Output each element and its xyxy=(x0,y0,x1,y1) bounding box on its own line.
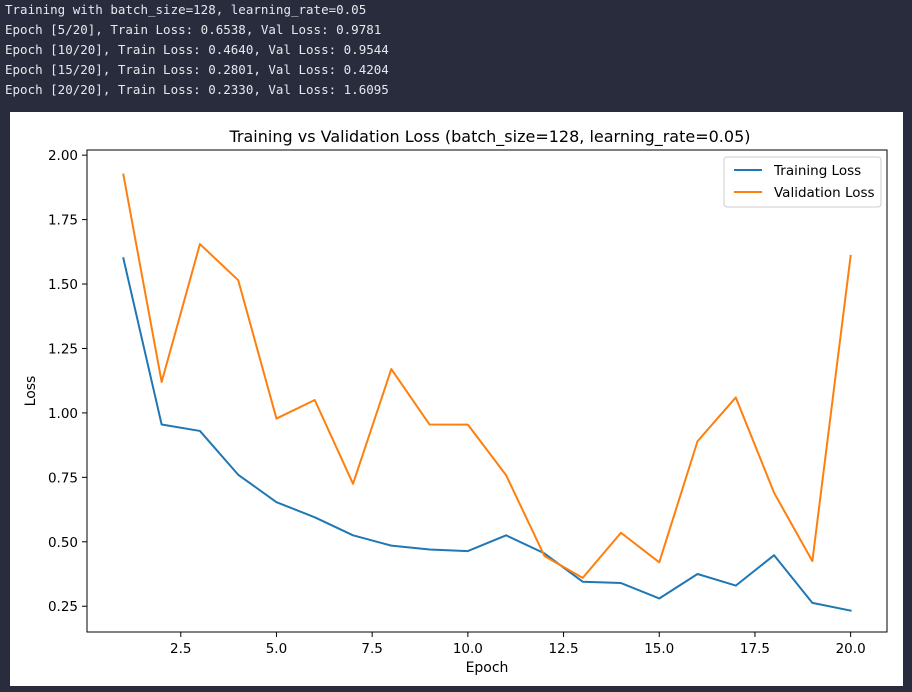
series-line-training-loss xyxy=(122,257,852,612)
x-tick-label: 17.5 xyxy=(740,641,770,657)
y-tick-label: 2.00 xyxy=(48,148,78,164)
legend-label: Training Loss xyxy=(773,163,861,179)
x-tick-label: 7.5 xyxy=(361,641,382,657)
axis-layer: 2.5 5.0 7.5 10.0 12.5 15.0 17.5 20.0 0.25 0.50 0.7… xyxy=(48,148,866,657)
console-line: Epoch [20/20], Train Loss: 0.2330, Val L… xyxy=(5,82,389,97)
x-tick-label: 15.0 xyxy=(644,641,674,657)
console-line: Epoch [10/20], Train Loss: 0.4640, Val L… xyxy=(5,42,389,57)
plot-layer xyxy=(122,173,852,612)
y-tick-label: 1.25 xyxy=(48,341,78,357)
y-tick-label: 0.50 xyxy=(48,535,78,551)
legend-label: Validation Loss xyxy=(774,185,875,201)
console-line: Training with batch_size=128, learning_r… xyxy=(5,2,367,17)
plot-frame xyxy=(86,149,888,633)
y-tick-label: 0.25 xyxy=(48,599,78,615)
y-tick-label: 1.50 xyxy=(48,277,78,293)
x-tick-label: 12.5 xyxy=(549,641,579,657)
console-line: Epoch [15/20], Train Loss: 0.2801, Val L… xyxy=(5,62,389,77)
console-line: Epoch [5/20], Train Loss: 0.6538, Val Lo… xyxy=(5,22,382,37)
console-output: Training with batch_size=128, learning_r… xyxy=(0,0,912,112)
x-axis-label: Epoch xyxy=(466,660,509,676)
y-tick-label: 1.00 xyxy=(48,406,78,422)
chart-title: Training vs Validation Loss (batch_size=… xyxy=(229,127,751,147)
series-line-validation-loss xyxy=(122,173,852,579)
loss-chart: Training vs Validation Loss (batch_size=… xyxy=(23,127,888,676)
legend: Training Loss Validation Loss xyxy=(723,156,882,208)
y-axis-label: Loss xyxy=(23,376,39,407)
chart-figure: Training vs Validation Loss (batch_size=… xyxy=(10,112,903,686)
x-tick-label: 10.0 xyxy=(453,641,483,657)
x-tick-label: 5.0 xyxy=(266,641,287,657)
legend-box xyxy=(723,156,882,208)
y-tick-label: 1.75 xyxy=(48,213,78,229)
x-tick-label: 2.5 xyxy=(170,641,191,657)
y-tick-label: 0.75 xyxy=(48,470,78,486)
x-tick-label: 20.0 xyxy=(836,641,866,657)
